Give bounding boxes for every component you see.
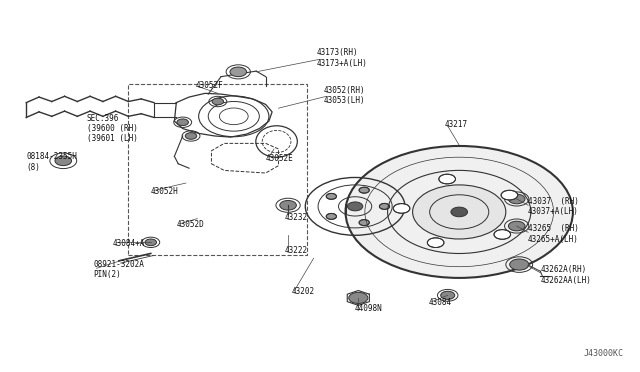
Circle shape (359, 187, 369, 193)
Circle shape (359, 219, 369, 225)
Circle shape (185, 133, 196, 139)
Circle shape (508, 221, 525, 231)
Text: 43173(RH)
43173+A(LH): 43173(RH) 43173+A(LH) (317, 48, 368, 68)
Circle shape (501, 190, 518, 200)
Text: 43052D: 43052D (176, 221, 204, 230)
Text: 43052H: 43052H (151, 187, 179, 196)
Text: 43052E: 43052E (266, 154, 294, 163)
Circle shape (346, 146, 573, 278)
Circle shape (326, 193, 337, 199)
Text: 43052(RH)
43053(LH): 43052(RH) 43053(LH) (323, 86, 365, 105)
Text: 43262A(RH)
43262AA(LH): 43262A(RH) 43262AA(LH) (540, 265, 591, 285)
Text: 08184-2355H
(8): 08184-2355H (8) (26, 152, 77, 171)
Circle shape (230, 67, 246, 77)
Circle shape (413, 185, 506, 239)
Text: 43222: 43222 (285, 246, 308, 255)
Text: 43084+A: 43084+A (113, 239, 145, 248)
Circle shape (380, 203, 390, 209)
Circle shape (451, 207, 467, 217)
Circle shape (55, 156, 72, 166)
Text: 43232: 43232 (285, 213, 308, 222)
Circle shape (280, 201, 296, 210)
Circle shape (509, 259, 529, 270)
Circle shape (494, 230, 511, 239)
Circle shape (326, 214, 337, 219)
Text: 43084: 43084 (429, 298, 452, 307)
Text: 43265  (RH)
43265+A(LH): 43265 (RH) 43265+A(LH) (527, 224, 579, 244)
Text: 43217: 43217 (445, 121, 468, 129)
Circle shape (145, 239, 157, 246)
Text: 43052F: 43052F (195, 81, 223, 90)
Text: SEC.396
(39600 (RH)
(39601 (LH): SEC.396 (39600 (RH) (39601 (LH) (87, 114, 138, 144)
Circle shape (348, 202, 363, 211)
Circle shape (393, 203, 410, 213)
Circle shape (428, 238, 444, 247)
Text: 08921-3202A
PIN(2): 08921-3202A PIN(2) (93, 260, 144, 279)
Circle shape (177, 119, 188, 126)
Text: J43000KC: J43000KC (583, 349, 623, 358)
Circle shape (508, 194, 525, 204)
Circle shape (212, 98, 223, 105)
Text: 44098N: 44098N (355, 304, 383, 313)
Circle shape (441, 291, 455, 299)
Text: 43037  (RH)
43037+A(LH): 43037 (RH) 43037+A(LH) (527, 197, 579, 216)
Text: 43202: 43202 (291, 287, 314, 296)
Circle shape (439, 174, 456, 184)
Circle shape (349, 292, 368, 304)
